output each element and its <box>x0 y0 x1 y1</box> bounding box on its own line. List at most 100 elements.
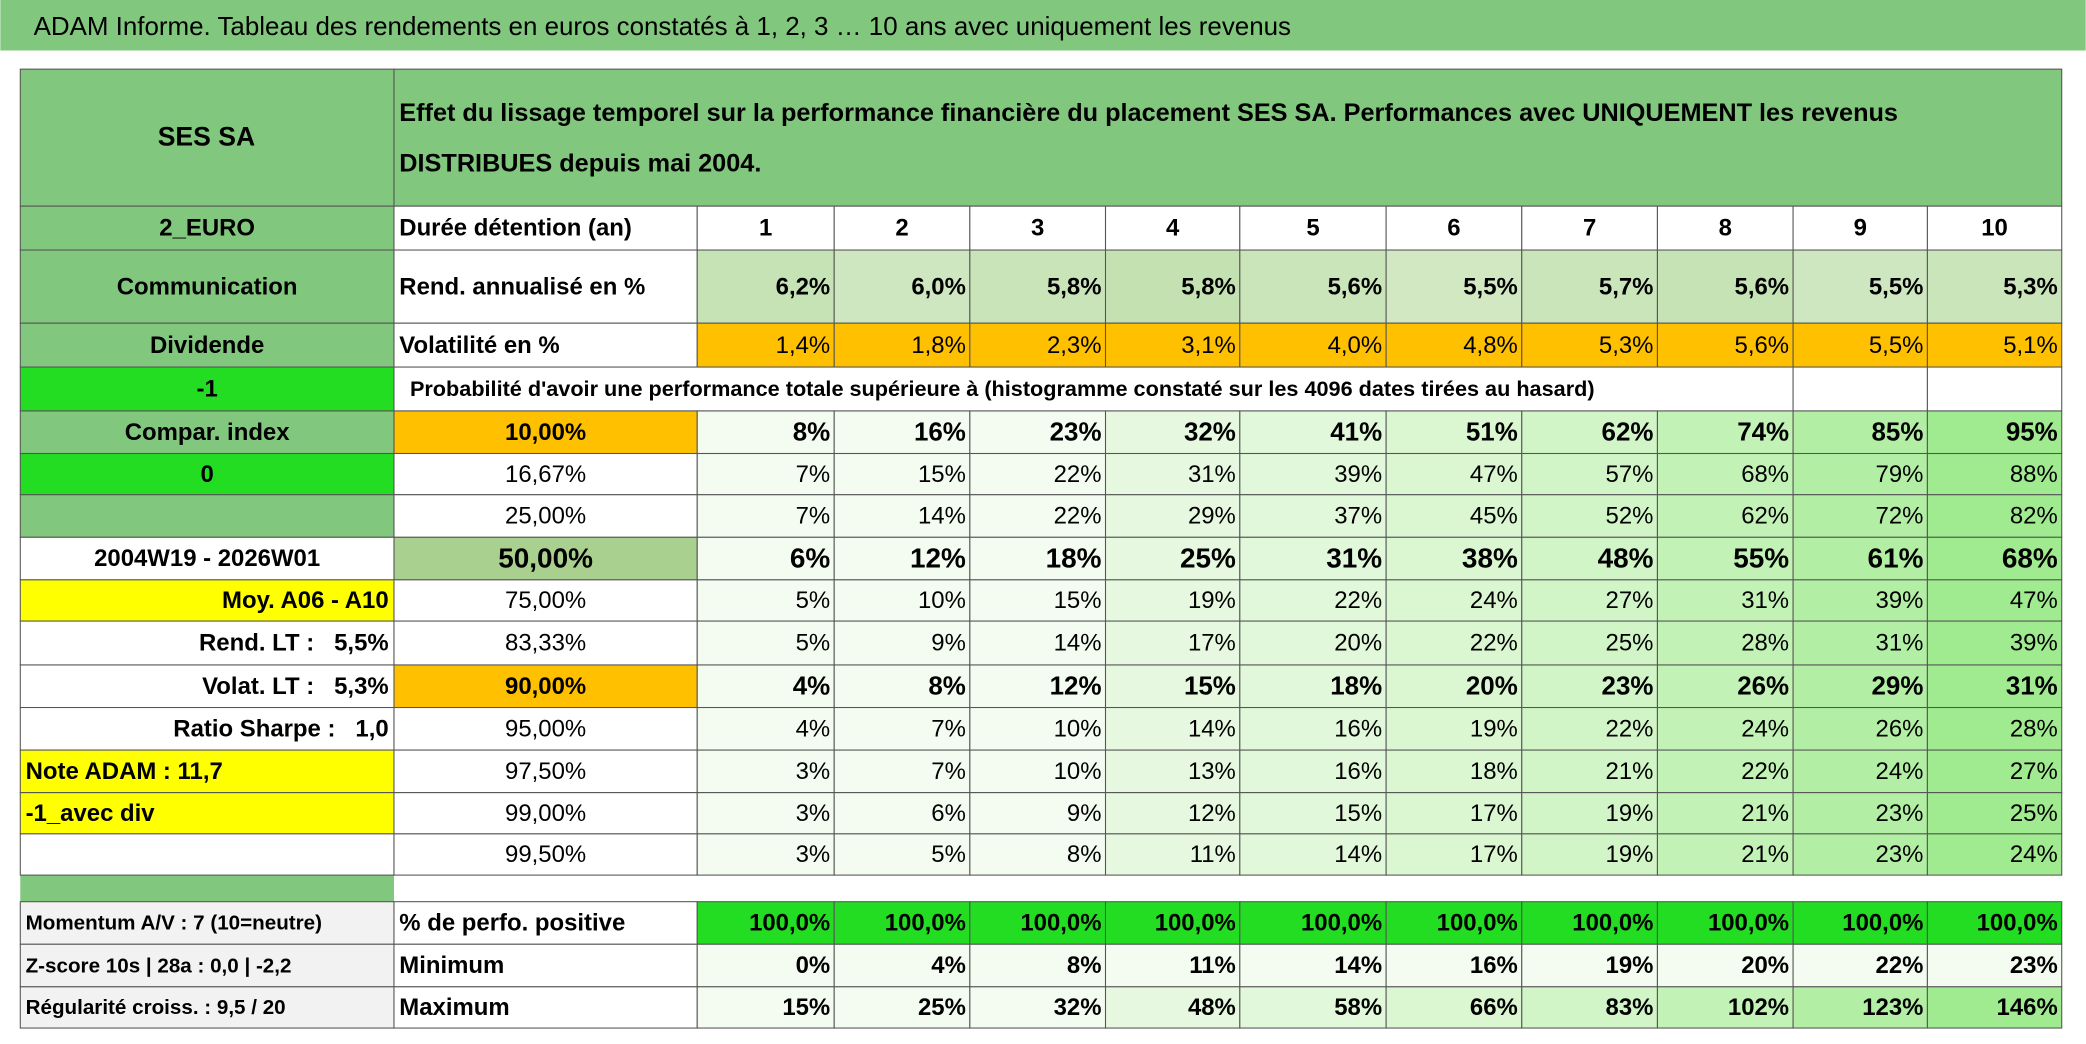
value-cell <box>1656 943 1794 988</box>
value-cell <box>696 706 835 751</box>
value-cell <box>969 943 1107 988</box>
value-cell <box>969 205 1107 251</box>
row-label-cell <box>393 322 698 368</box>
value-cell <box>1239 536 1387 581</box>
value-cell <box>1385 792 1523 835</box>
value-cell <box>1656 706 1794 751</box>
value-cell <box>1656 494 1794 538</box>
left-cell <box>19 322 395 368</box>
value: 62% <box>1602 418 1654 446</box>
value-cell <box>1926 205 2063 251</box>
value: 16% <box>1470 952 1518 979</box>
row-label-cell <box>393 901 698 945</box>
empty-cell <box>1792 366 1928 412</box>
value: 12% <box>1050 672 1102 700</box>
value-cell <box>1792 833 1928 876</box>
value-cell <box>696 664 835 709</box>
value-cell <box>1385 833 1523 876</box>
value: 1,4% <box>776 332 831 359</box>
row-label-cell <box>393 536 698 581</box>
value: 3,1% <box>1181 332 1236 359</box>
value-cell <box>1656 833 1794 876</box>
value-cell <box>969 792 1107 835</box>
row-label: 99,00% <box>505 800 586 827</box>
value: 83% <box>1606 994 1654 1021</box>
value: 2,3% <box>1047 332 1102 359</box>
value: 23% <box>2010 952 2058 979</box>
row-label: 50,00% <box>498 542 593 573</box>
value: 32% <box>1184 418 1236 446</box>
value-cell <box>696 452 835 496</box>
row-label: Volatilité en % <box>399 332 559 359</box>
left-label: Compar. index <box>125 419 291 446</box>
value: 37% <box>1334 503 1382 530</box>
value-cell <box>1104 452 1241 496</box>
value: 22% <box>1470 630 1518 657</box>
value: 5,5% <box>1463 273 1518 300</box>
value-cell <box>696 410 835 455</box>
value-cell <box>1521 749 1658 794</box>
value-cell <box>1926 749 2063 794</box>
value: 58% <box>1334 994 1382 1021</box>
value: 1,8% <box>911 332 966 359</box>
value-cell <box>1385 620 1523 666</box>
value-cell <box>833 410 971 455</box>
value-cell <box>1104 833 1241 876</box>
value-cell <box>833 452 971 496</box>
value: 15% <box>1334 800 1382 827</box>
row-label-cell <box>393 452 698 496</box>
left-label: 2_EURO <box>159 215 255 242</box>
value: 22% <box>1876 952 1924 979</box>
value: 100,0% <box>1020 910 1101 937</box>
year-label: 7 <box>1583 215 1596 242</box>
left-label: Rend. LT : 5,5% <box>199 630 389 657</box>
value: 6% <box>790 542 831 573</box>
value-cell <box>1239 205 1387 251</box>
value-cell <box>833 833 971 876</box>
left-cell <box>19 749 395 794</box>
value: 21% <box>1741 800 1789 827</box>
year-label: 8 <box>1719 215 1732 242</box>
value: 95% <box>2006 418 2058 446</box>
value: 146% <box>1997 994 2058 1021</box>
value: 31% <box>1876 630 1924 657</box>
row-label-cell <box>393 494 698 538</box>
value-cell <box>1104 901 1241 945</box>
value: 5% <box>796 587 831 614</box>
value-cell <box>1521 452 1658 496</box>
value-cell <box>1792 205 1928 251</box>
value-cell <box>833 943 971 988</box>
value-cell <box>1521 494 1658 538</box>
value: 6,0% <box>911 273 966 300</box>
left-cell <box>19 452 395 496</box>
value: 14% <box>1054 630 1102 657</box>
value: 79% <box>1876 461 1924 488</box>
value: 123% <box>1862 994 1923 1021</box>
value-cell <box>833 620 971 666</box>
value-cell <box>1792 249 1928 324</box>
value: 100,0% <box>1437 910 1518 937</box>
value: 21% <box>1606 758 1654 785</box>
left-cell <box>19 943 395 988</box>
value-cell <box>1926 322 2063 368</box>
value: 100,0% <box>1155 910 1236 937</box>
value: 10% <box>918 587 966 614</box>
value: 5,6% <box>1328 273 1383 300</box>
left-label: Communication <box>117 273 298 300</box>
value-cell <box>1926 249 2063 324</box>
value-cell <box>1385 943 1523 988</box>
left-cell <box>19 494 395 538</box>
row-label: % de perfo. positive <box>399 910 625 937</box>
value-cell <box>833 749 971 794</box>
value-cell <box>1521 943 1658 988</box>
corner-cell <box>19 68 395 207</box>
value-cell <box>1656 249 1794 324</box>
year-label: 1 <box>759 215 772 242</box>
value-cell <box>1926 494 2063 538</box>
value-cell <box>1792 579 1928 622</box>
value: 18% <box>1330 672 1382 700</box>
value-cell <box>1104 792 1241 835</box>
value-cell <box>1521 620 1658 666</box>
value-cell <box>1385 322 1523 368</box>
